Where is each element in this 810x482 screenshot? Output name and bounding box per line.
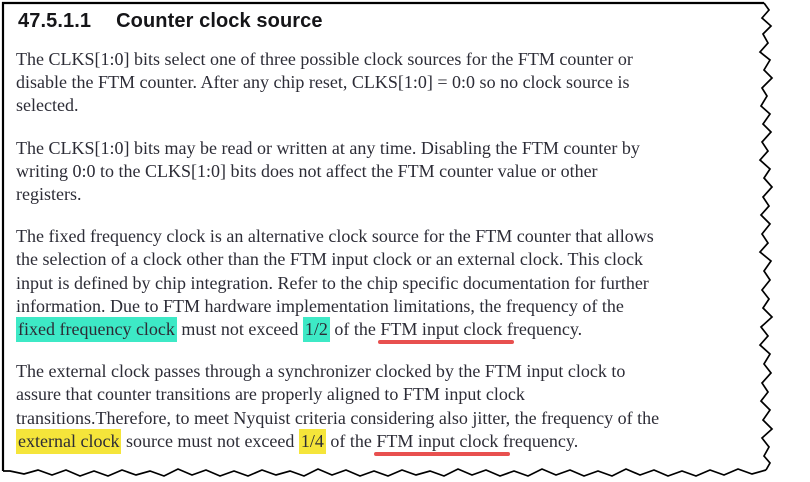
text-segment: must not exceed [176, 319, 303, 340]
text-segment: The CLKS[1:0] bits select one of three p… [16, 49, 633, 69]
section-heading: 47.5.1.1 Counter clock source [18, 10, 764, 33]
text-line: transitions.Therefore, to meet Nyquist c… [16, 407, 764, 430]
text-segment: assure that counter transitions are prop… [16, 384, 525, 405]
text-line: the selection of a clock other than the … [16, 248, 764, 271]
text-line: disable the FTM counter. After any chip … [16, 71, 764, 94]
text-line: assure that counter transitions are prop… [16, 383, 764, 406]
text-segment: The external clock passes through a sync… [16, 361, 626, 382]
text-line: The external clock passes through a sync… [16, 360, 764, 383]
red-underline-ftm-input-clock: FTM input clock [380, 319, 503, 340]
highlight-yellow-external-clock: external clock [16, 428, 122, 454]
text-segment: source must not exceed [121, 430, 299, 451]
text-line: information. Due to FTM hardware impleme… [16, 295, 764, 318]
text-segment: The fixed frequency clock is an alternat… [16, 226, 654, 247]
text-segment: transitions.Therefore, to meet Nyquist c… [16, 407, 660, 428]
section-number: 47.5.1.1 [18, 10, 92, 32]
text-line: external clock source must not exceed 1/… [16, 428, 764, 454]
highlight-cyan-fixed-frequency-clock: fixed frequency clock [16, 317, 177, 343]
text-line: selected. [16, 94, 764, 117]
text-segment: disable the FTM counter. After any chip … [16, 72, 630, 93]
red-underline-ftm-input-clock: FTM input clock [376, 430, 499, 451]
text-line: The fixed frequency clock is an alternat… [16, 225, 764, 248]
text-line: registers. [16, 183, 764, 206]
paragraph-clks-readwrite: The CLKS[1:0] bits may be read or writte… [16, 137, 764, 207]
text-line: writing 0:0 to the CLKS[1:0] bits does n… [16, 160, 764, 183]
text-line: The CLKS[1:0] bits may be read or writte… [16, 137, 764, 160]
section-title: Counter clock source [116, 10, 323, 32]
text-segment: writing 0:0 to the CLKS[1:0] bits does n… [16, 160, 598, 181]
text-segment: information. Due to FTM hardware impleme… [16, 295, 624, 316]
text-segment: frequency. [502, 319, 583, 340]
text-segment: of the [325, 430, 377, 451]
highlight-yellow-one-quarter: 1/4 [298, 428, 326, 454]
text-segment: of the [329, 319, 381, 340]
paragraph-external-clock: The external clock passes through a sync… [16, 360, 764, 454]
paragraph-fixed-frequency: The fixed frequency clock is an alternat… [16, 225, 764, 343]
text-segment: registers. [16, 184, 82, 205]
text-segment: The CLKS[1:0] bits may be read or writte… [16, 137, 640, 158]
highlight-cyan-one-half: 1/2 [302, 317, 330, 343]
text-segment: frequency. [498, 430, 579, 451]
text-segment: selected. [16, 95, 79, 116]
text-segment: input is defined by chip integration. Re… [16, 272, 649, 293]
text-segment: the selection of a clock other than the … [16, 249, 643, 270]
text-line: fixed frequency clock must not exceed 1/… [16, 317, 764, 343]
text-line: input is defined by chip integration. Re… [16, 272, 764, 295]
text-line: The CLKS[1:0] bits select one of three p… [16, 48, 764, 71]
paragraph-clks-select: The CLKS[1:0] bits select one of three p… [16, 48, 764, 118]
document-content: 47.5.1.1 Counter clock source The CLKS[1:… [16, 8, 764, 472]
